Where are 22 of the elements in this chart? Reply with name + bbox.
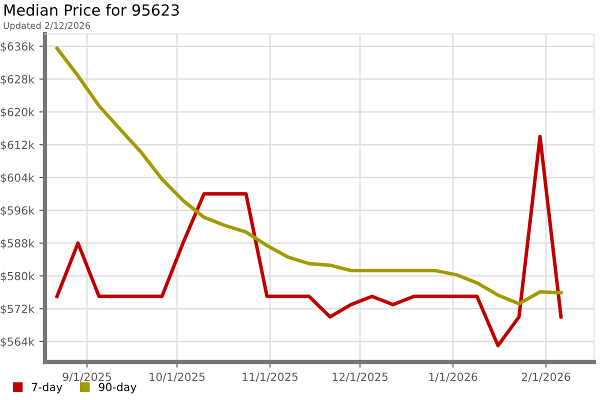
y-tick-label: $636k bbox=[0, 42, 35, 52]
y-tick-label: $596k bbox=[0, 206, 35, 216]
y-tick-label: $620k bbox=[0, 108, 35, 118]
y-tick-label: $580k bbox=[0, 272, 35, 282]
line-series bbox=[55, 134, 563, 348]
chart-subtitle: Updated 2/12/2026 bbox=[4, 22, 90, 31]
x-tick-label: 12/1/2025 bbox=[332, 372, 388, 382]
x-tick-label: 10/1/2025 bbox=[150, 372, 205, 382]
y-tick-label: $572k bbox=[0, 304, 35, 315]
x-tick-label: 11/1/2025 bbox=[242, 372, 298, 382]
y-tick-label: $628k bbox=[0, 74, 35, 85]
chart-title: Median Price for 95623 bbox=[4, 4, 179, 16]
x-tick-label: 9/1/2025 bbox=[62, 372, 111, 382]
y-tick-label: $612k bbox=[0, 140, 35, 151]
x-tick-label: 2/1/2026 bbox=[522, 372, 570, 382]
y-tick-label: $588k bbox=[0, 238, 35, 249]
y-tick-label: $564k bbox=[0, 337, 35, 348]
legend-label: 7-day bbox=[32, 382, 62, 394]
x-tick-label: 1/1/2026 bbox=[429, 372, 478, 382]
line-series bbox=[55, 46, 563, 306]
legend-label: 90-day bbox=[98, 382, 136, 394]
y-tick-label: $604k bbox=[0, 173, 35, 184]
